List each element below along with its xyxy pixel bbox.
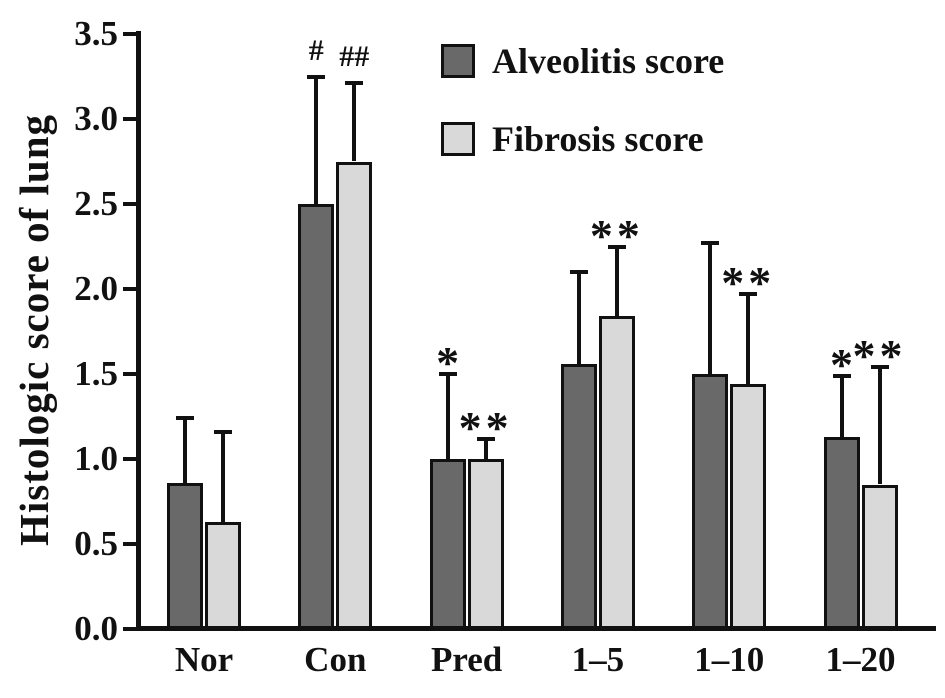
y-tick (123, 627, 136, 631)
error-bar-line (352, 83, 357, 162)
y-tick-label: 0.0 (74, 609, 118, 648)
y-tick (123, 542, 136, 546)
legend-item-fibrosis: Fibrosis score (441, 118, 724, 160)
bar-alveolitis-5 (692, 374, 729, 629)
bar-alveolitis-6 (823, 436, 860, 629)
error-bar-cap (832, 373, 851, 378)
bar-alveolitis-1 (167, 482, 203, 629)
bar-fibrosis-1 (205, 521, 241, 629)
x-category-label: Nor (174, 640, 234, 679)
y-tick-label: 3.0 (74, 99, 118, 138)
fibrosis-swatch (441, 122, 475, 156)
bar-fibrosis-4 (598, 316, 635, 629)
error-bar-line (483, 438, 488, 459)
sig-marker: # (308, 33, 324, 67)
x-category-label: 1–20 (825, 640, 896, 679)
y-tick-label: 1.0 (74, 439, 118, 478)
x-category-label: 1–10 (694, 640, 765, 679)
bar-fibrosis-3 (467, 459, 504, 629)
x-category-label: 1–5 (571, 640, 625, 679)
error-bar-cap (607, 244, 626, 249)
error-bar-line (576, 272, 581, 364)
y-tick-label: 2.0 (74, 269, 118, 308)
error-bar-line (877, 367, 882, 485)
error-bar-cap (870, 365, 889, 370)
legend-item-alveolitis: Alveolitis score (441, 40, 724, 82)
error-bar-cap (214, 429, 232, 434)
sig-marker: ** (589, 209, 644, 261)
y-tick-label: 1.5 (74, 354, 118, 393)
y-tick-label: 3.5 (74, 14, 118, 53)
legend-label-alveolitis: Alveolitis score (492, 41, 725, 81)
sig-marker: ** (458, 401, 513, 453)
sig-marker: * (830, 338, 853, 390)
x-category-label: Con (304, 640, 367, 679)
bar-fibrosis-5 (730, 384, 767, 629)
error-bar-line (445, 374, 450, 459)
x-axis-line (136, 626, 936, 631)
legend-label-fibrosis: Fibrosis score (492, 119, 704, 159)
y-tick (123, 202, 136, 206)
y-tick-label: 2.5 (74, 184, 118, 223)
legend: Alveolitis score Fibrosis score (441, 40, 724, 160)
bar-alveolitis-3 (429, 459, 466, 629)
bar-alveolitis-4 (560, 363, 597, 629)
y-tick (123, 287, 136, 291)
error-bar-line (839, 375, 844, 437)
bar-alveolitis-2 (298, 204, 335, 629)
y-tick (123, 372, 136, 376)
error-bar-cap (176, 416, 194, 421)
error-bar-cap (307, 74, 326, 79)
y-axis-line (136, 31, 141, 631)
alveolitis-swatch (441, 44, 475, 78)
error-bar-cap (701, 241, 720, 246)
y-tick (123, 117, 136, 121)
error-bar-line (221, 431, 225, 522)
bar-fibrosis-2 (336, 161, 373, 629)
error-bar-cap (438, 372, 457, 376)
bar-fibrosis-6 (861, 484, 898, 629)
y-tick (123, 32, 136, 36)
sig-marker: ** (721, 257, 776, 309)
error-bar-line (314, 76, 319, 204)
sig-marker: ## (339, 40, 370, 74)
y-tick (123, 457, 136, 461)
x-category-label: Pred (430, 640, 503, 679)
error-bar-cap (345, 81, 364, 86)
error-bar-line (708, 243, 713, 374)
error-bar-cap (569, 270, 588, 274)
error-bar-cap (739, 292, 758, 297)
error-bar-line (614, 246, 619, 317)
y-axis-title: Histologic score of lung (11, 113, 57, 547)
sig-marker: ** (852, 330, 907, 382)
error-bar-line (746, 294, 751, 385)
error-bar-cap (476, 436, 495, 441)
sig-marker: * (436, 337, 460, 388)
error-bar-line (183, 418, 187, 483)
y-tick-label: 0.5 (74, 524, 118, 563)
